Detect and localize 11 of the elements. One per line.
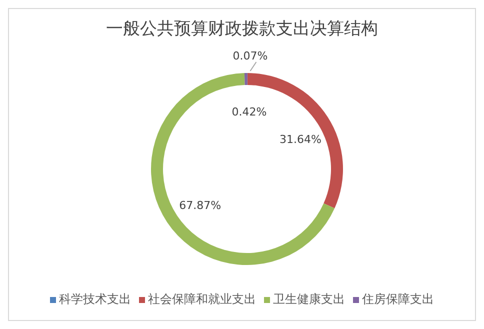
legend-label: 社会保障和就业支出 [148, 291, 256, 308]
data-label: 31.64% [279, 133, 322, 146]
data-label: 0.42% [232, 106, 267, 119]
legend-label: 科学技术支出 [59, 291, 131, 308]
donut-slice [151, 73, 335, 265]
chart-title: 一般公共预算财政拨款支出决算结构 [105, 18, 379, 40]
donut-slice [244, 73, 247, 86]
data-label: 67.87% [179, 198, 222, 212]
data-label: 0.07% [232, 50, 268, 62]
legend-label: 卫生健康支出 [273, 291, 345, 308]
legend-label: 住房保障支出 [362, 291, 434, 308]
